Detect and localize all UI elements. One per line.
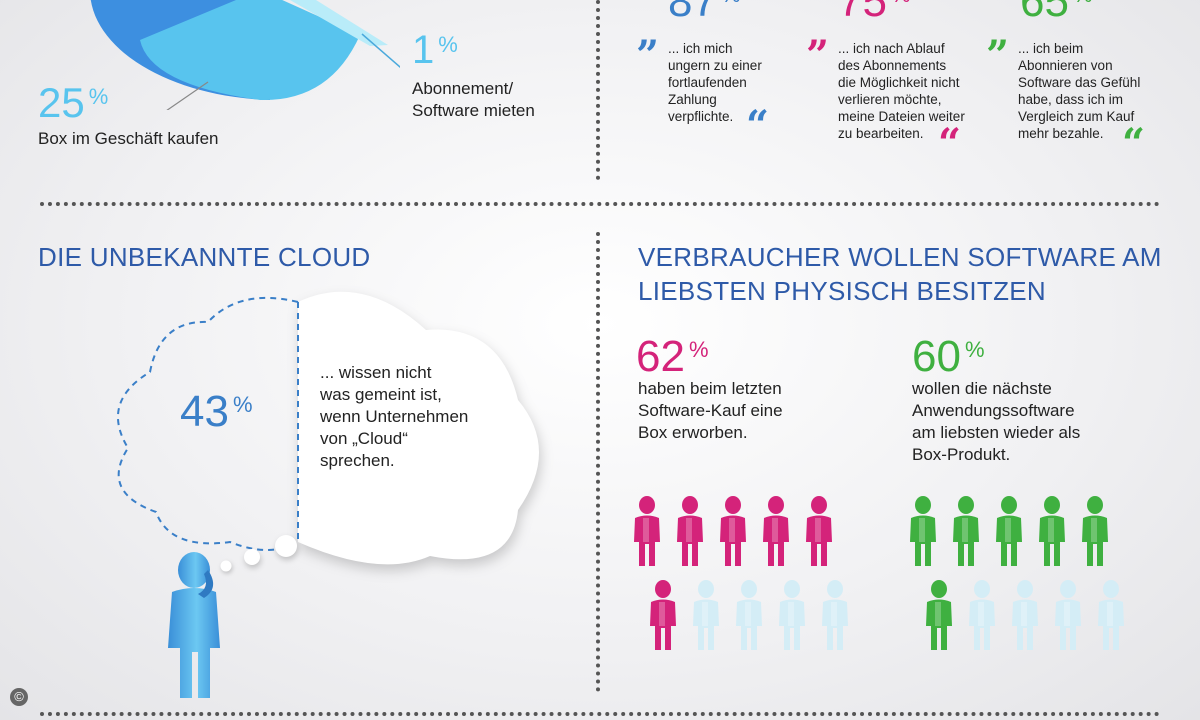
thought-bubble-medium: [244, 549, 260, 565]
person-icon: [953, 496, 979, 566]
close-quote-icon: “: [746, 102, 770, 149]
pie-leader-line-25: [166, 81, 209, 110]
pie-chart: [90, 0, 400, 110]
cloud-heading: DIE UNBEKANNTE CLOUD: [38, 242, 371, 272]
divider-bottom-vertical: [596, 232, 600, 692]
close-quote-icon: “: [938, 120, 962, 167]
stat-text-60: wollen die nächste Anwendungssoftware am…: [912, 379, 1081, 464]
close-quote-icon: “: [1122, 120, 1146, 167]
person-icon: [736, 580, 762, 650]
open-quote-icon: ”: [636, 32, 660, 79]
stat-value-60: 60%: [912, 332, 985, 381]
pie-label-1-line2: Software mieten: [412, 101, 535, 120]
person-icon: [634, 496, 660, 566]
pie-slice-25: [140, 0, 360, 101]
person-icon: [806, 496, 832, 566]
thinking-person-figure: [168, 552, 220, 698]
physical-heading-line1: VERBRAUCHER WOLLEN SOFTWARE AM: [638, 242, 1162, 272]
quote-text-75: ... ich nach Ablauf des Abonnements die …: [838, 41, 965, 141]
thought-bubble-small: [220, 560, 232, 572]
open-quote-icon: ”: [806, 32, 830, 79]
person-icon: [720, 496, 746, 566]
person-icon: [822, 580, 848, 650]
person-icon: [1082, 496, 1108, 566]
person-icon: [779, 580, 805, 650]
quote-value-87: 87%: [668, 0, 741, 26]
stat-value-62: 62%: [636, 332, 709, 381]
person-icon: [1055, 580, 1081, 650]
person-icon: [1098, 580, 1124, 650]
physical-heading: VERBRAUCHER WOLLEN SOFTWARE AM LIEBSTEN …: [638, 240, 1178, 308]
quote-value-75: 75%: [838, 0, 911, 26]
pie-label-25: 25% Box im Geschäft kaufen: [38, 79, 219, 149]
thought-cloud-filled: [298, 291, 539, 565]
copyright-icon: ©: [10, 688, 28, 706]
thought-cloud-dashed: [116, 296, 299, 551]
open-quote-icon: ”: [986, 32, 1010, 79]
physical-heading-line2: LIEBSTEN PHYSISCH BESITZEN: [638, 276, 1047, 306]
pie-value-1: 1: [412, 28, 435, 72]
person-icon: [677, 496, 703, 566]
pie-leader-line-1: [361, 33, 400, 69]
person-icon: [996, 496, 1022, 566]
pie-label-1-line1: Abonnement/: [412, 79, 514, 98]
stat-text-62: haben beim letzten Software-Kauf eine Bo…: [638, 379, 783, 442]
person-icon: [969, 580, 995, 650]
pictogram-62: [634, 496, 848, 650]
person-icon: [763, 496, 789, 566]
thought-bubble-large: [275, 535, 297, 557]
quote-value-65: 65%: [1020, 0, 1093, 26]
quote-text-65: ... ich beim Abonnieren von Software das…: [1018, 41, 1141, 141]
divider-horizontal-top: [40, 202, 1160, 206]
person-icon: [910, 496, 936, 566]
cloud-value: 43%: [180, 387, 253, 436]
pie-label-25-text: Box im Geschäft kaufen: [38, 129, 219, 148]
pie-label-1: 1% Abonnement/ Software mieten: [412, 28, 535, 120]
person-icon: [1039, 496, 1065, 566]
pictogram-60: [910, 496, 1124, 650]
person-icon: [926, 580, 952, 650]
cloud-text: ... wissen nicht was gemeint ist, wenn U…: [320, 363, 469, 470]
thought-cloud: [116, 291, 539, 572]
pie-value-25: 25: [38, 79, 85, 126]
divider-horizontal-bottom: [40, 712, 1160, 716]
divider-top-vertical: [596, 0, 600, 180]
person-icon: [1012, 580, 1038, 650]
person-icon: [650, 580, 676, 650]
quote-text-87: ... ich mich ungern zu einer fortlaufend…: [668, 41, 762, 124]
person-icon: [693, 580, 719, 650]
